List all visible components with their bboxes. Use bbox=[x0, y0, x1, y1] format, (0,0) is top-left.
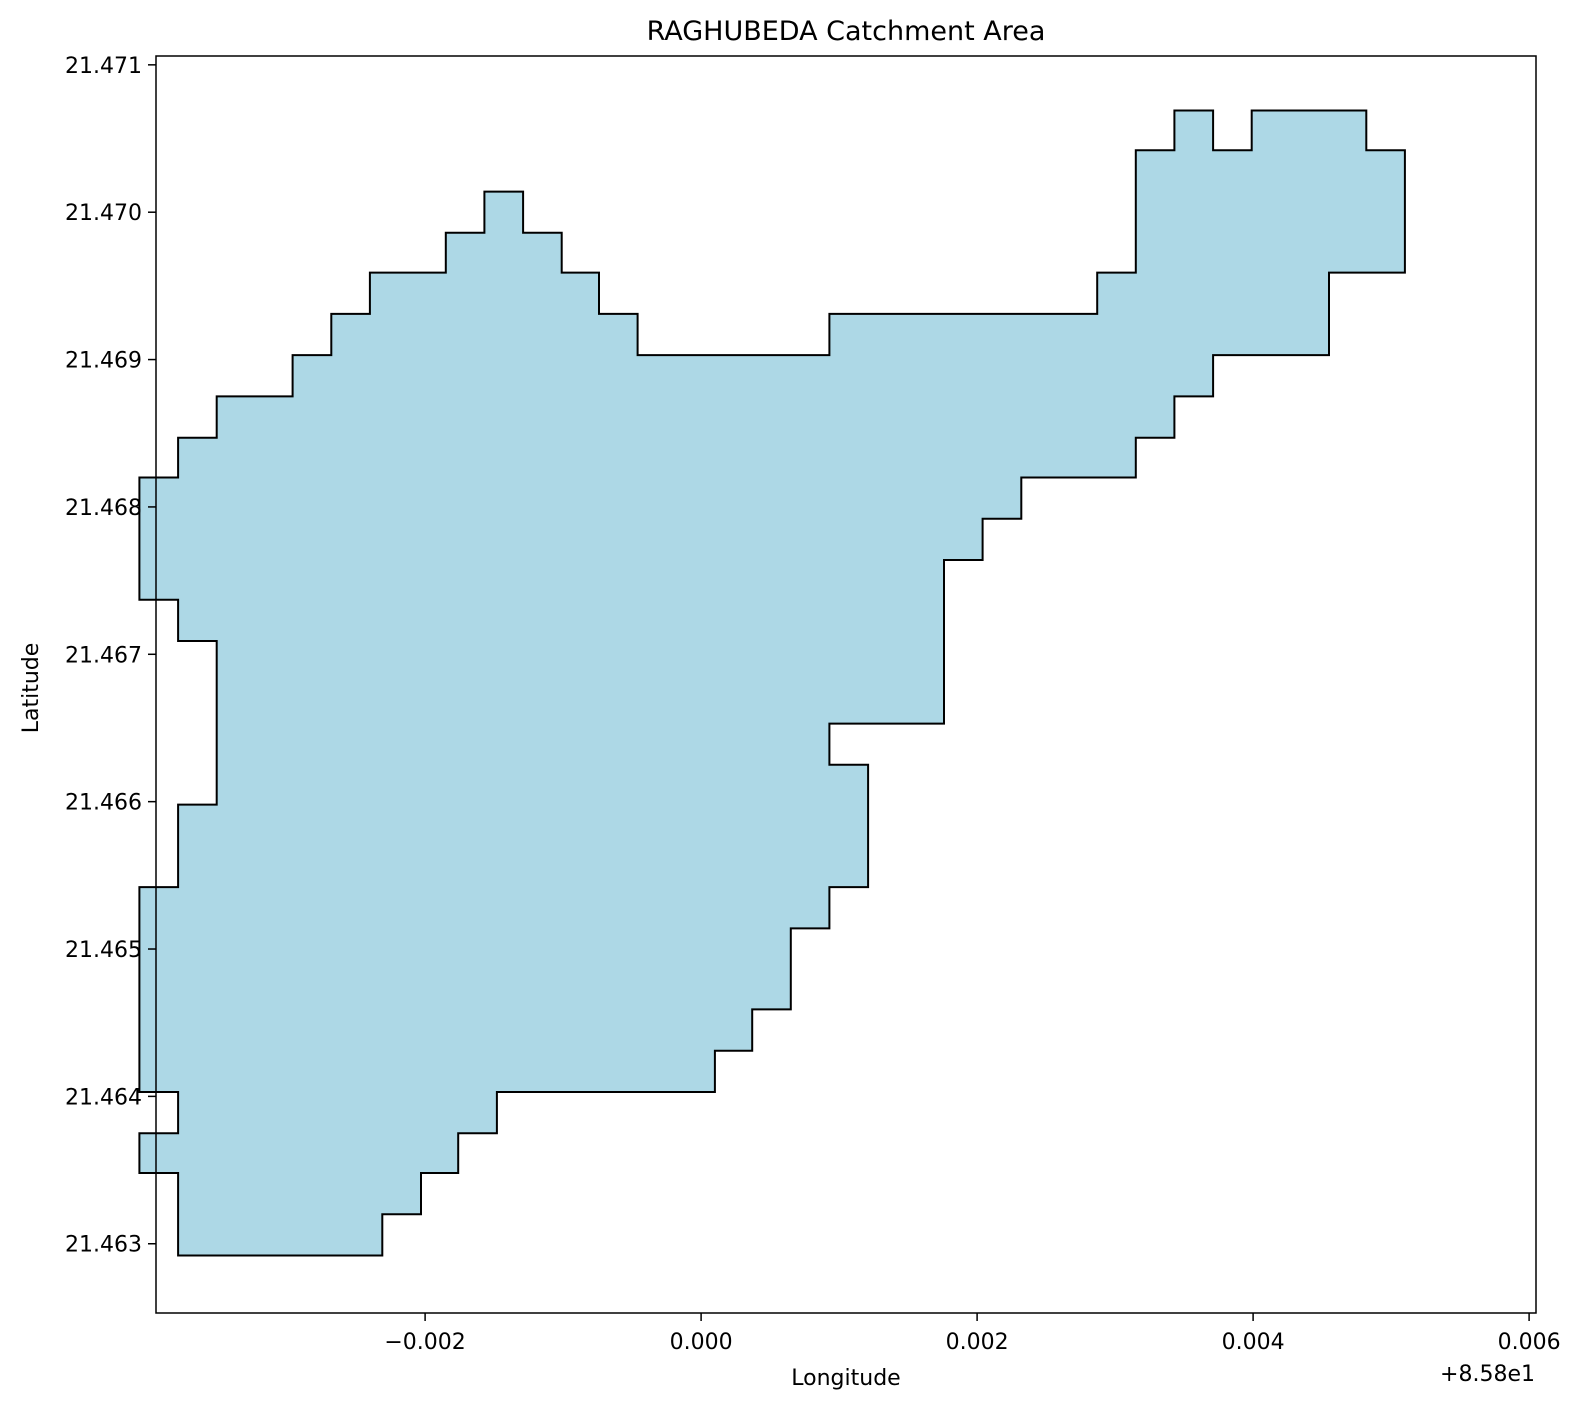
x-axis-label: Longitude bbox=[791, 1366, 900, 1391]
x-tick-label: 0.006 bbox=[1498, 1330, 1561, 1355]
y-tick-label: 21.468 bbox=[65, 496, 142, 521]
catchment-area-polygon bbox=[138, 109, 1406, 1257]
y-tick-label: 21.464 bbox=[65, 1085, 142, 1110]
y-tick-label: 21.466 bbox=[65, 791, 142, 816]
x-axis-offset-label: +8.58e1 bbox=[1440, 1362, 1535, 1387]
y-axis-label: Latitude bbox=[19, 643, 44, 734]
y-tick-label: 21.467 bbox=[65, 643, 142, 668]
y-tick-label: 21.463 bbox=[65, 1233, 142, 1258]
y-axis-ticks: 21.463 21.464 21.465 21.466 21.467 21.468 21.4… bbox=[65, 54, 156, 1258]
x-tick-label: 0.000 bbox=[670, 1330, 733, 1355]
chart-title: RAGHUBEDA Catchment Area bbox=[647, 16, 1046, 47]
y-tick-label: 21.471 bbox=[65, 54, 142, 79]
x-tick-label: −0.002 bbox=[384, 1330, 465, 1355]
plot-frame bbox=[155, 55, 1537, 1314]
y-tick-label: 21.469 bbox=[65, 349, 142, 374]
y-tick-label: 21.465 bbox=[65, 938, 142, 963]
x-axis-ticks: −0.002 0.000 0.002 0.004 0.006 bbox=[384, 1313, 1561, 1355]
y-tick-label: 21.470 bbox=[65, 201, 142, 226]
plot-area bbox=[138, 55, 1537, 1314]
x-tick-label: 0.002 bbox=[946, 1330, 1009, 1355]
x-tick-label: 0.004 bbox=[1222, 1330, 1285, 1355]
